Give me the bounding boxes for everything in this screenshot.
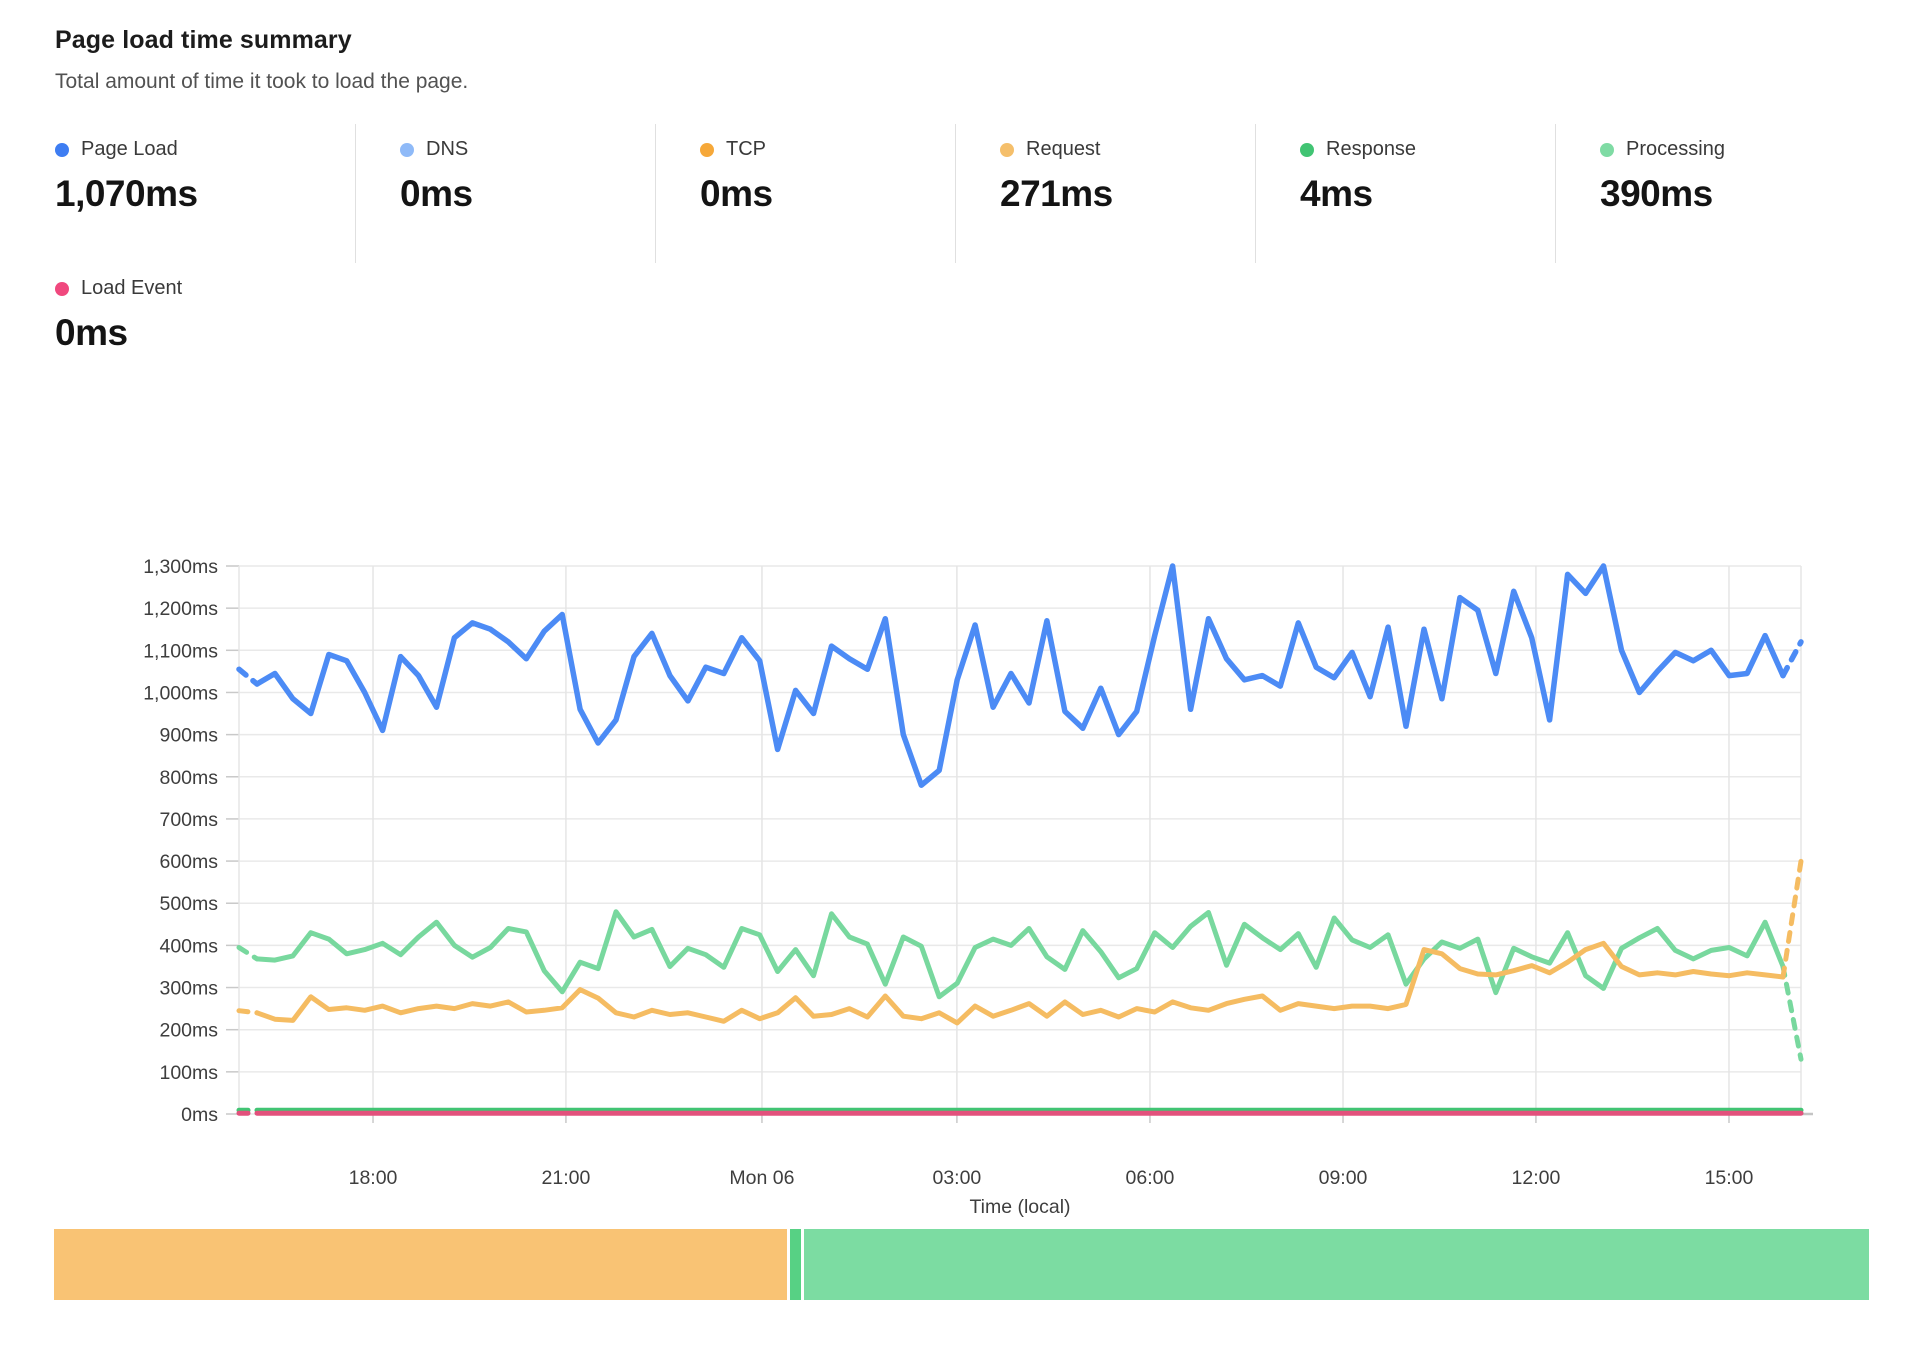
metric-label-row: Response xyxy=(1300,138,1555,161)
x-tick-label: 03:00 xyxy=(932,1167,981,1189)
metric-value: 0ms xyxy=(700,173,773,214)
y-tick-label: 600ms xyxy=(159,851,218,873)
x-tick-label: 15:00 xyxy=(1705,1167,1754,1189)
metric-page-load: Page Load 1,070ms xyxy=(55,124,355,263)
metrics-row-1: Page Load 1,070ms DNS 0ms TCP 0ms Reques… xyxy=(55,124,1855,263)
metric-dns: DNS 0ms xyxy=(355,124,655,263)
series-line-request xyxy=(236,1008,260,1016)
y-tick-label: 1,000ms xyxy=(143,682,218,704)
metric-label: Processing xyxy=(1626,138,1725,160)
y-tick-label: 1,100ms xyxy=(143,640,218,662)
metric-load-event: Load Event 0ms xyxy=(55,263,355,402)
metric-label: Response xyxy=(1326,138,1417,160)
series-line-request xyxy=(254,940,1786,1026)
x-axis-title: Time (local) xyxy=(969,1196,1070,1218)
y-tick-label: 700ms xyxy=(159,809,218,831)
status-segment-green-sliver[interactable] xyxy=(790,1229,802,1300)
series-line-page-load xyxy=(236,666,260,687)
y-tick-label: 400ms xyxy=(159,935,218,957)
metric-value: 0ms xyxy=(55,312,128,353)
metric-label: TCP xyxy=(726,138,766,160)
y-tick-label: 300ms xyxy=(159,978,218,1000)
metric-label: Request xyxy=(1026,138,1101,160)
tcp-legend-dot xyxy=(700,142,714,157)
status-segment-green[interactable] xyxy=(804,1229,1869,1300)
y-tick-label: 800ms xyxy=(159,767,218,789)
metric-label-row: Processing xyxy=(1600,138,1855,161)
metric-label: Load Event xyxy=(81,277,183,299)
processing-legend-dot xyxy=(1600,142,1614,157)
response-legend-dot xyxy=(1300,142,1314,157)
metric-value: 271ms xyxy=(1000,173,1113,214)
x-tick-label: 12:00 xyxy=(1512,1167,1561,1189)
y-tick-label: 1,200ms xyxy=(143,598,218,620)
metric-label-row: Page Load xyxy=(55,138,355,161)
y-tick-label: 900ms xyxy=(159,725,218,747)
y-tick-label: 200ms xyxy=(159,1020,218,1042)
series-line-processing xyxy=(1780,964,1804,1062)
x-tick-label: 21:00 xyxy=(542,1167,591,1189)
metric-response: Response 4ms xyxy=(1255,124,1555,263)
x-tick-label: 18:00 xyxy=(349,1167,398,1189)
series-line-page-load xyxy=(1780,639,1804,679)
metric-tcp: TCP 0ms xyxy=(655,124,955,263)
request-legend-dot xyxy=(1000,142,1014,157)
page-title: Page load time summary xyxy=(55,26,352,54)
metric-label-row: Request xyxy=(1000,138,1255,161)
y-tick-label: 500ms xyxy=(159,893,218,915)
metric-processing: Processing 390ms xyxy=(1555,124,1855,263)
metric-value: 1,070ms xyxy=(55,173,198,214)
series-line-processing xyxy=(236,945,260,962)
dns-legend-dot xyxy=(400,142,414,157)
page-subtitle: Total amount of time it took to load the… xyxy=(55,70,469,93)
metric-value: 390ms xyxy=(1600,173,1713,214)
metric-label-row: DNS xyxy=(400,138,655,161)
x-tick-label: 09:00 xyxy=(1319,1167,1368,1189)
metric-value: 0ms xyxy=(400,173,473,214)
metric-label: Page Load xyxy=(81,138,178,160)
header: Page load time summary Total amount of t… xyxy=(0,0,1910,94)
y-tick-label: 100ms xyxy=(159,1062,218,1084)
y-tick-label: 1,300ms xyxy=(143,556,218,578)
load-event-legend-dot xyxy=(55,281,69,296)
series-line-request xyxy=(1780,858,1804,980)
status-timeline-bar[interactable] xyxy=(54,1229,1869,1300)
x-tick-label: Mon 06 xyxy=(729,1167,794,1189)
x-tick-label: 06:00 xyxy=(1126,1167,1175,1189)
metric-label-row: Load Event xyxy=(55,277,355,300)
metric-label: DNS xyxy=(426,138,469,160)
metric-value: 4ms xyxy=(1300,173,1373,214)
status-segment-orange[interactable] xyxy=(54,1229,788,1300)
page-load-legend-dot xyxy=(55,142,69,157)
y-tick-label: 0ms xyxy=(181,1104,218,1126)
metric-request: Request 271ms xyxy=(955,124,1255,263)
series-line-page-load xyxy=(254,563,1786,788)
metric-label-row: TCP xyxy=(700,138,955,161)
metrics-row-2: Load Event 0ms xyxy=(55,263,1855,402)
series-line-processing xyxy=(254,909,1786,1000)
